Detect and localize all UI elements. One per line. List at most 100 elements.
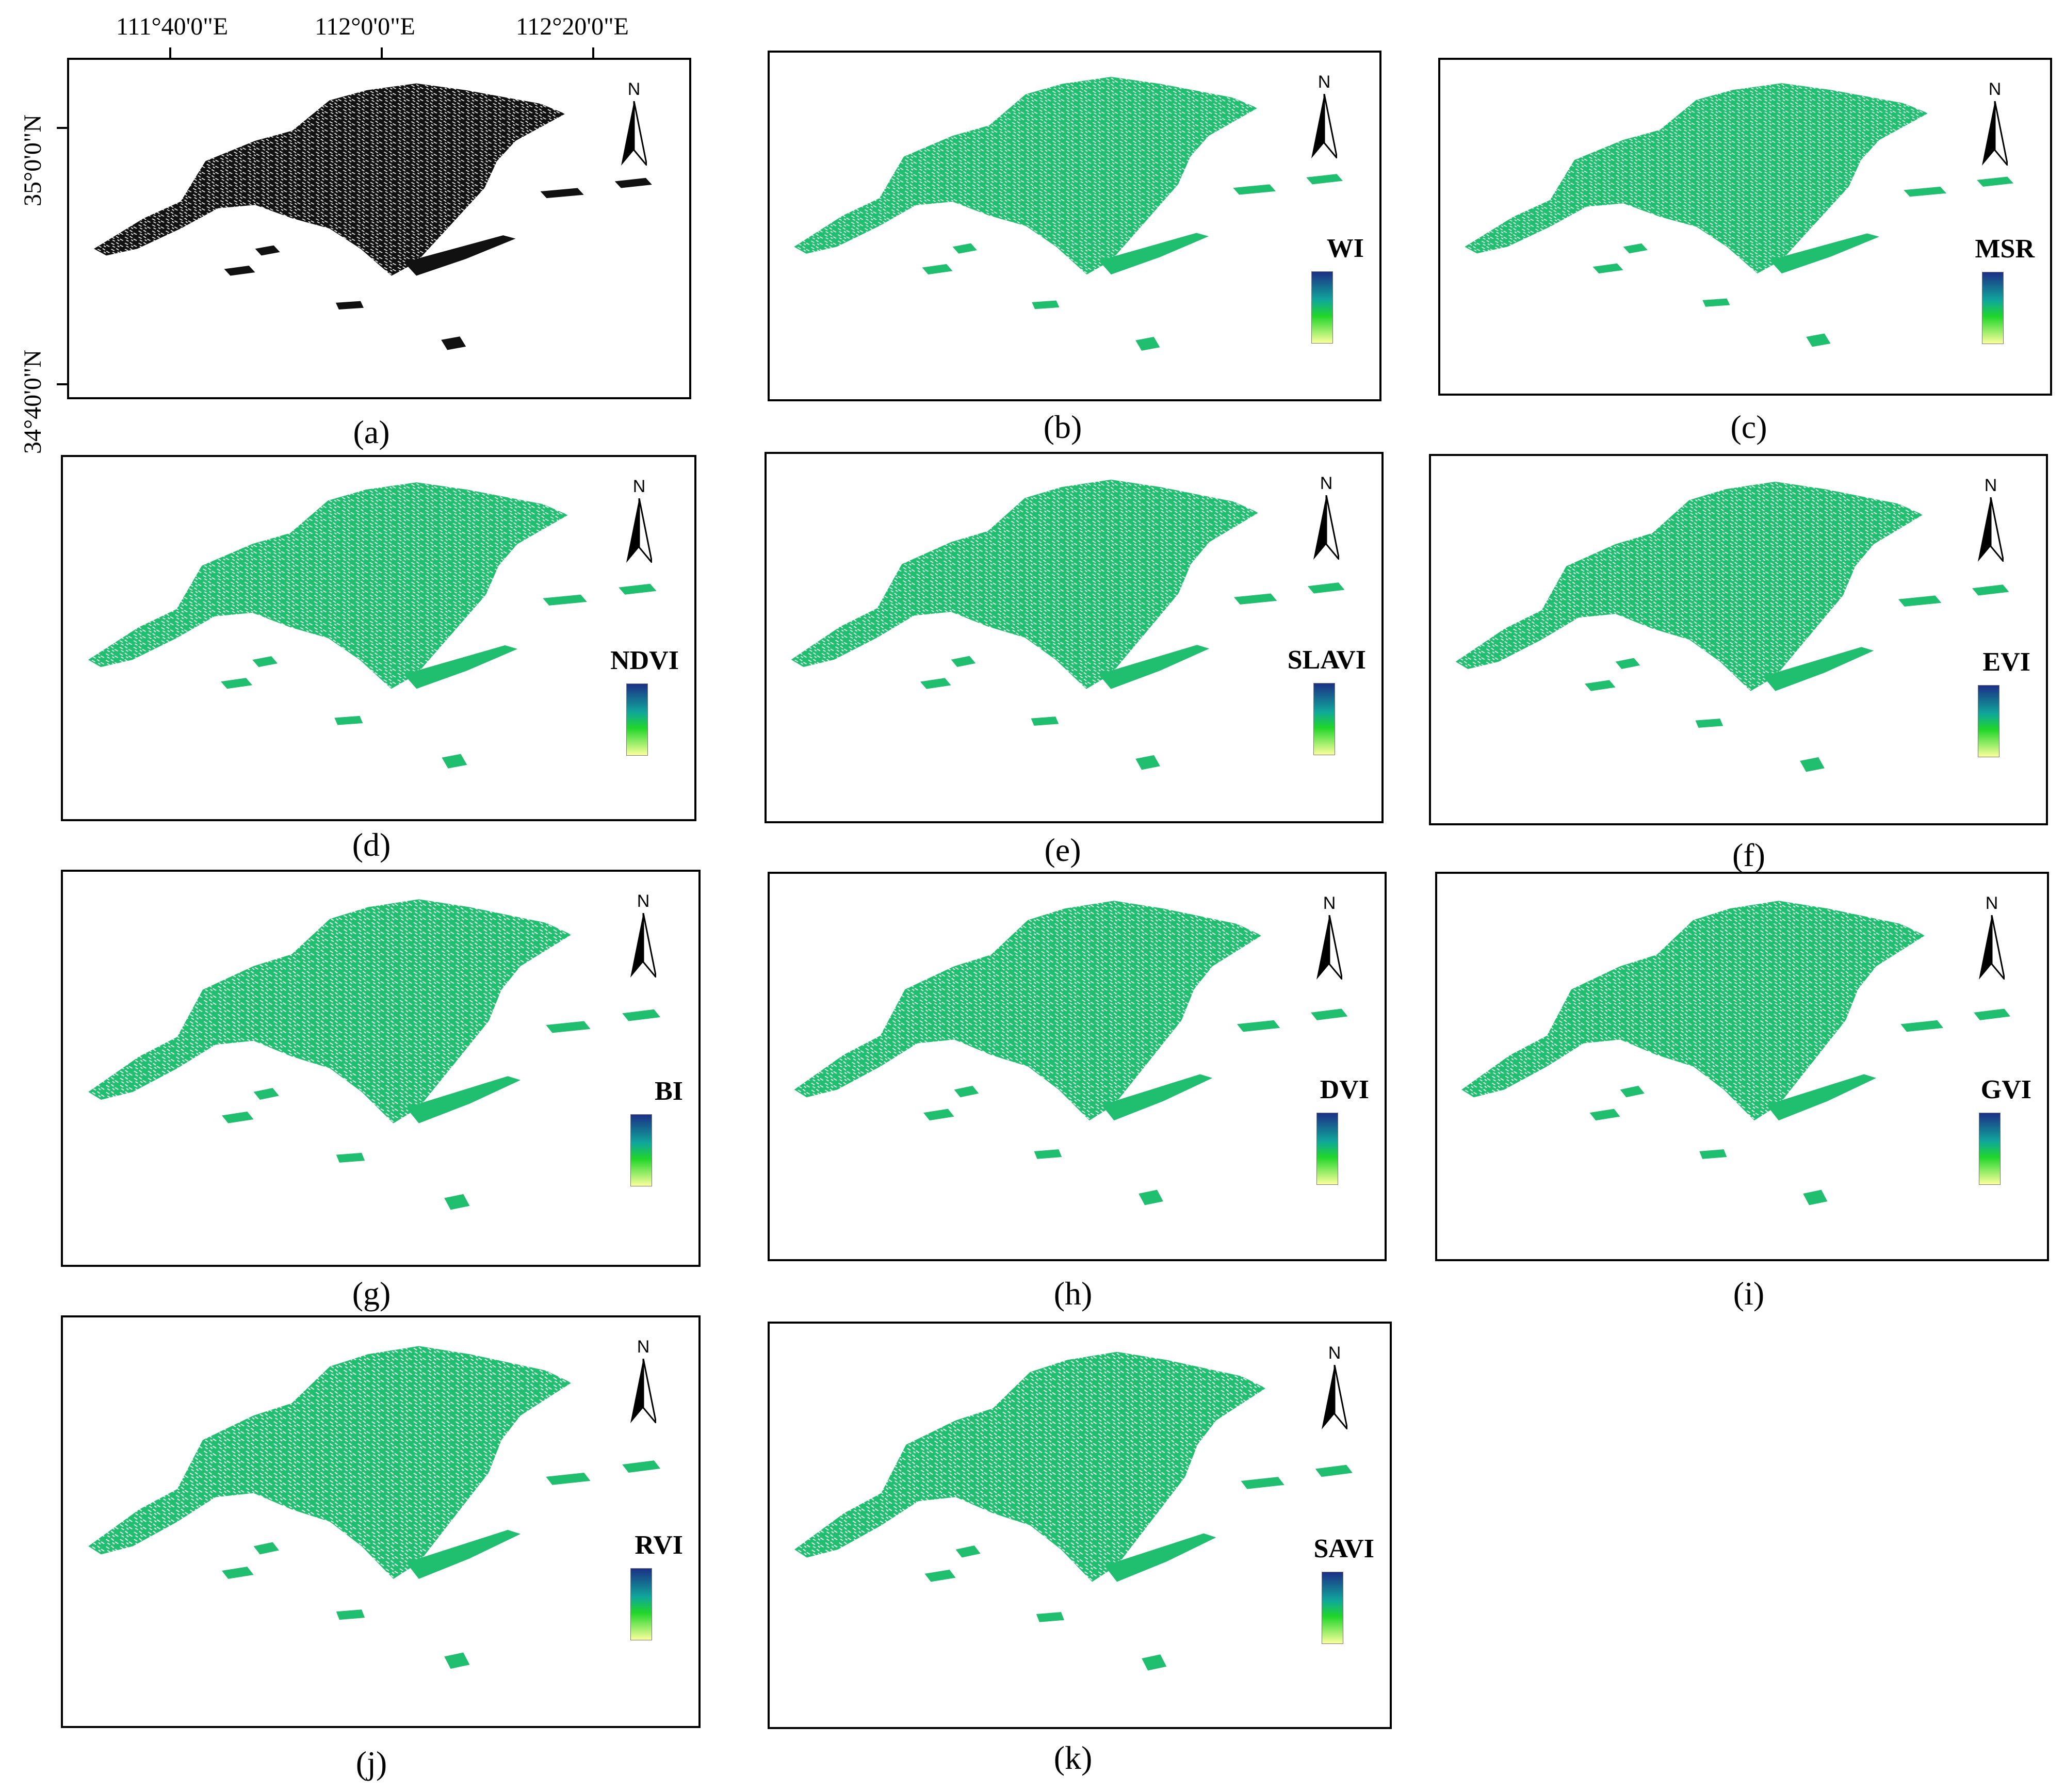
patch-4 [336, 1609, 365, 1620]
north-arrow-icon [626, 498, 652, 563]
legend-title: NDVI [610, 646, 679, 675]
vegetation-region [794, 901, 1262, 1121]
north-arrow: N [1306, 73, 1342, 161]
patch-5 [1592, 263, 1623, 274]
north-arrow-icon [1322, 1365, 1347, 1429]
lon-tick-3 [592, 47, 594, 60]
legend-colorbar [1982, 272, 2004, 344]
patch-5 [924, 1570, 956, 1582]
lat-tick-2 [57, 383, 69, 385]
legend-title: SLAVI [1287, 645, 1366, 675]
map-panel-f: N EVI [1429, 454, 2048, 825]
north-label: N [637, 1337, 650, 1357]
legend-colorbar [1979, 1113, 2001, 1185]
panel-caption-f: (f) [1732, 837, 1765, 873]
north-label: N [632, 477, 646, 496]
map-panel-e: N SLAVI [765, 452, 1384, 823]
lon-label-3: 112°20'0"E [516, 13, 629, 40]
north-arrow-icon [1311, 94, 1337, 158]
map-panel-a: N [67, 58, 691, 399]
patch-3 [1135, 337, 1160, 351]
patch-4 [1699, 1149, 1727, 1159]
ridge-region [1099, 233, 1209, 275]
patch-2 [955, 1545, 981, 1558]
legend-title: GVI [1980, 1075, 2031, 1104]
north-arrow: N [1974, 894, 2010, 982]
lon-label-2: 112°0'0"E [315, 13, 415, 40]
lon-tick-1 [169, 47, 171, 60]
vegetation-region [1461, 901, 1925, 1121]
patch-2 [951, 656, 976, 667]
lat-label-2: 34°40'0"N [19, 349, 46, 454]
patch-0 [619, 583, 657, 595]
north-arrow: N [616, 80, 652, 168]
patch-1 [543, 594, 587, 606]
legend-colorbar [1978, 685, 1999, 757]
vegetation-region [88, 899, 572, 1123]
patch-0 [1972, 584, 2009, 596]
ridge-region [404, 235, 516, 276]
map-raster [1461, 901, 2011, 1205]
patch-2 [1620, 1085, 1645, 1098]
north-label: N [1985, 893, 1998, 913]
map-raster [88, 899, 661, 1210]
panel-caption-k: (k) [1053, 1739, 1093, 1776]
ridge-region [1766, 1074, 1877, 1121]
patch-1 [1233, 593, 1277, 605]
patch-0 [1306, 174, 1343, 185]
patch-3 [1800, 757, 1825, 772]
patch-3 [1139, 1190, 1163, 1205]
map-raster [791, 479, 1345, 770]
patch-4 [336, 1152, 365, 1163]
vegetation-region [1465, 83, 1928, 274]
legend-title: BI [655, 1077, 683, 1106]
map-panel-k: N SAVI [768, 1322, 1392, 1729]
patch-2 [952, 243, 977, 254]
patch-1 [1237, 1020, 1280, 1032]
panel-caption-e: (e) [1044, 832, 1081, 868]
patch-0 [1315, 1464, 1353, 1477]
north-arrow: N [1308, 475, 1344, 562]
legend-title: DVI [1320, 1075, 1369, 1104]
map-raster [88, 482, 657, 769]
patch-2 [1623, 243, 1648, 254]
map-raster [794, 901, 1348, 1205]
patch-2 [255, 245, 280, 256]
north-arrow-icon [1978, 497, 2004, 562]
map-raster [94, 83, 652, 350]
patch-1 [1900, 1020, 1944, 1032]
north-label: N [1328, 1343, 1341, 1363]
patch-5 [222, 1567, 254, 1579]
legend-title: WI [1326, 234, 1364, 263]
vegetation-region [88, 1346, 572, 1579]
north-arrow-icon [1313, 495, 1339, 560]
patch-0 [1977, 176, 2014, 187]
north-label: N [1988, 79, 2002, 99]
map-raster [794, 1351, 1353, 1671]
patch-0 [1310, 1008, 1348, 1020]
north-arrow: N [1973, 477, 2009, 564]
patch-5 [222, 1111, 254, 1123]
patch-4 [1034, 1149, 1062, 1159]
patch-0 [1307, 582, 1345, 594]
north-arrow-icon [1982, 101, 2008, 166]
ridge-region [406, 1076, 521, 1123]
lat-label-1: 35°0'0"N [19, 114, 46, 206]
ridge-region [1769, 233, 1880, 274]
north-arrow: N [625, 1338, 661, 1426]
vegetation-region [791, 479, 1259, 689]
patch-1 [1904, 186, 1947, 197]
patch-3 [1803, 1190, 1828, 1205]
legend-colorbar [1311, 271, 1333, 344]
map-raster [88, 1346, 661, 1669]
legend-colorbar [1313, 683, 1335, 755]
panel-caption-c: (c) [1730, 409, 1767, 445]
panel-caption-h: (h) [1053, 1275, 1093, 1312]
north-arrow: N [625, 892, 661, 980]
ridge-region [406, 1529, 521, 1579]
vegetation-region [794, 1351, 1266, 1582]
ridge-region [1101, 1074, 1213, 1121]
north-arrow-icon [1979, 915, 2005, 980]
panel-caption-b: (b) [1043, 409, 1082, 445]
north-arrow-icon [1316, 915, 1342, 980]
